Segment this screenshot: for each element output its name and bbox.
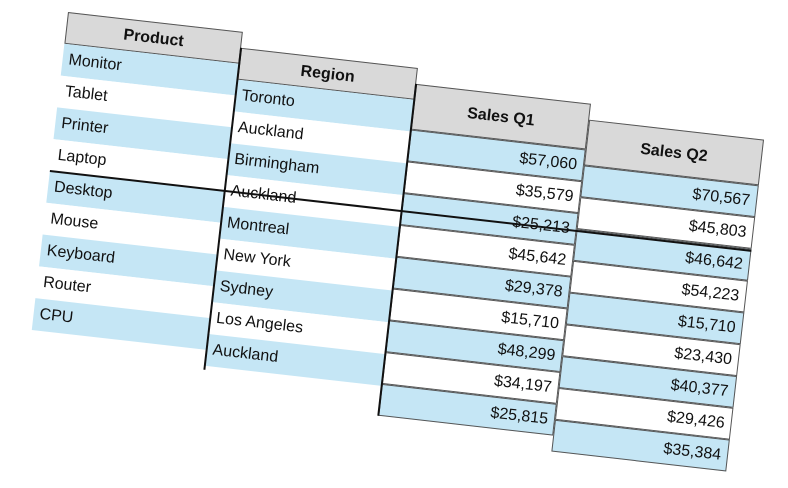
region-column: Region Toronto Auckland Birmingham Auckl… (204, 32, 420, 386)
sales-q1-column: Sales Q1 $57,060 $35,579 $25,213 $45,642… (378, 52, 595, 436)
sales-q2-column: Sales Q2 $70,567 $45,803 $46,642 $54,223… (551, 72, 770, 472)
product-column: Product Monitor Tablet Printer Laptop De… (31, 12, 243, 350)
